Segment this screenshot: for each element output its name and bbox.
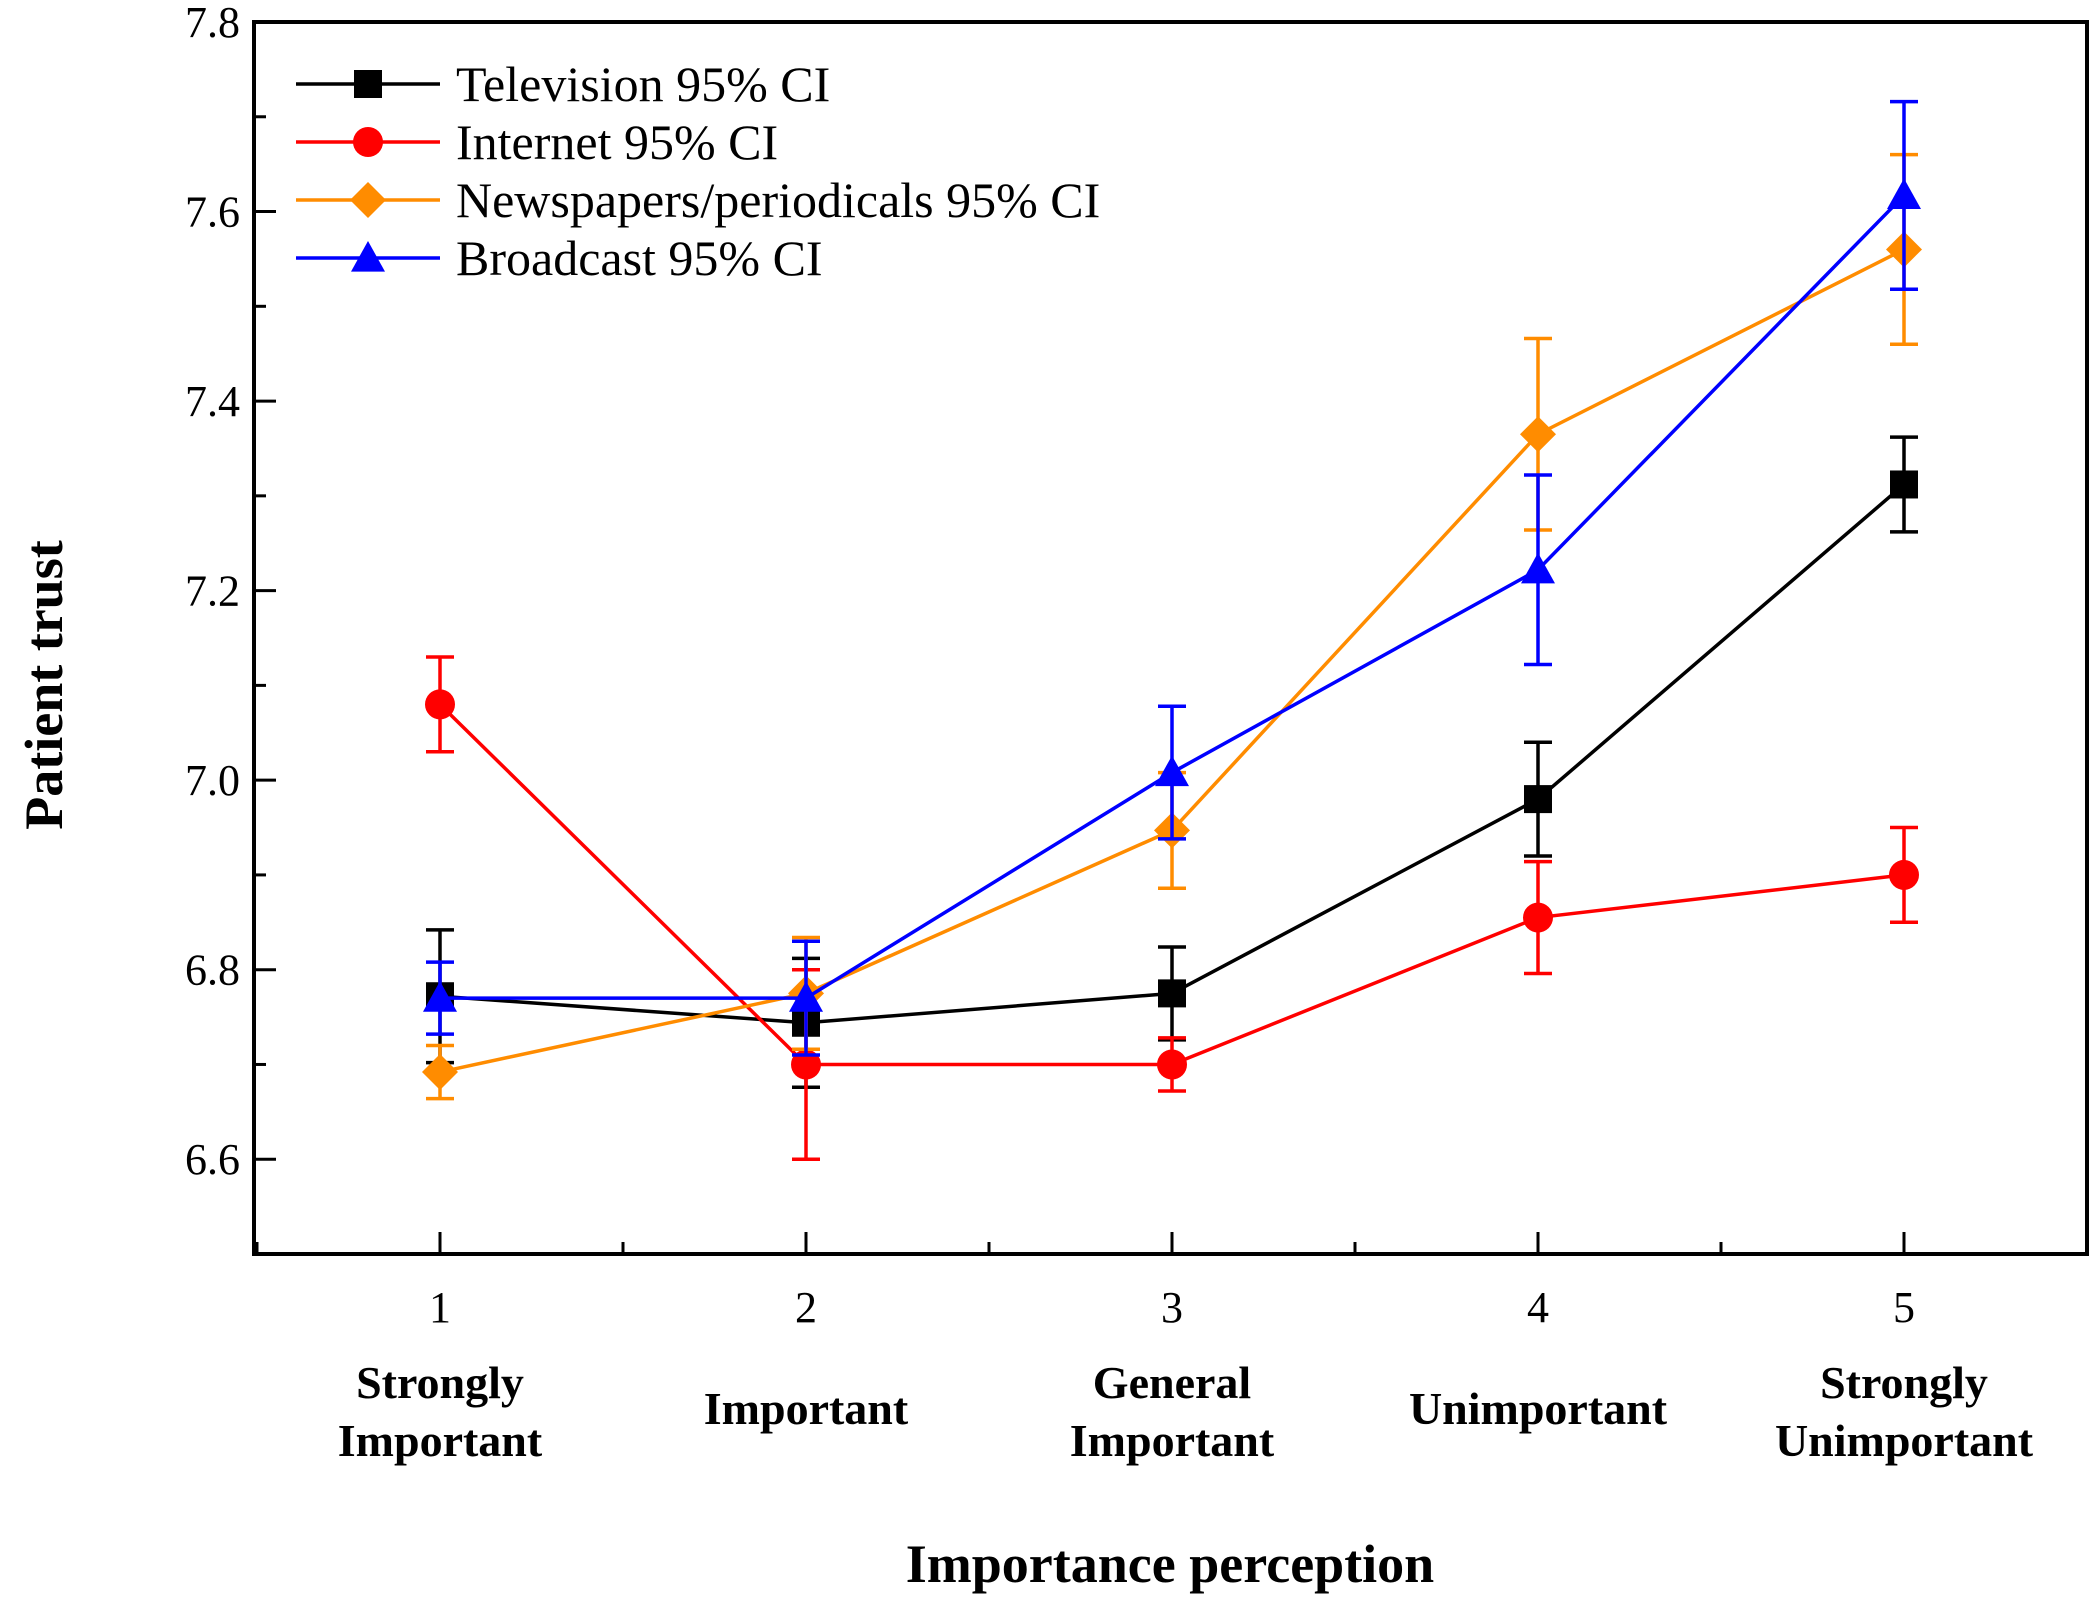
data-point bbox=[1890, 470, 1918, 499]
legend-marker bbox=[354, 70, 382, 98]
x-category-label: General bbox=[1093, 1357, 1251, 1408]
legend-label: Internet 95% CI bbox=[456, 114, 778, 170]
x-axis-title: Importance perception bbox=[906, 1534, 1434, 1594]
x-category-label: Strongly bbox=[1820, 1357, 1988, 1408]
data-point bbox=[789, 981, 823, 1012]
legend-item: Internet 95% CI bbox=[296, 114, 778, 170]
x-tick-label: 5 bbox=[1893, 1283, 1915, 1332]
series-3 bbox=[423, 99, 1921, 1057]
y-tick-label: 6.6 bbox=[185, 1135, 240, 1184]
data-point bbox=[1523, 902, 1553, 933]
y-tick-label: 7.6 bbox=[185, 188, 240, 237]
y-tick-label: 7.4 bbox=[185, 377, 240, 426]
y-tick-label: 7.2 bbox=[185, 567, 240, 616]
data-point bbox=[1521, 552, 1555, 584]
x-tick-label: 3 bbox=[1161, 1283, 1183, 1332]
x-category-label: Important bbox=[704, 1383, 909, 1434]
x-category-label: Strongly bbox=[356, 1357, 524, 1408]
data-point bbox=[791, 1049, 821, 1080]
legend-item: Television 95% CI bbox=[296, 56, 830, 112]
legend-marker bbox=[350, 182, 386, 218]
y-tick-label: 7.0 bbox=[185, 756, 240, 805]
x-tick-label: 2 bbox=[795, 1283, 817, 1332]
legend-item: Newspapers/periodicals 95% CI bbox=[296, 172, 1100, 228]
data-point bbox=[1889, 859, 1919, 890]
data-point bbox=[1887, 178, 1921, 210]
data-point bbox=[1158, 979, 1186, 1008]
series-1 bbox=[425, 655, 1919, 1161]
data-point bbox=[1524, 785, 1552, 814]
legend-marker bbox=[353, 127, 383, 157]
x-category-label: Important bbox=[1070, 1415, 1275, 1466]
data-point bbox=[423, 981, 457, 1012]
legend-label: Television 95% CI bbox=[456, 56, 830, 112]
legend-item: Broadcast 95% CI bbox=[296, 230, 823, 286]
data-point bbox=[422, 1054, 458, 1091]
y-axis-title: Patient trust bbox=[14, 540, 74, 829]
data-point bbox=[1520, 416, 1556, 453]
legend-label: Broadcast 95% CI bbox=[456, 230, 823, 286]
y-tick-label: 6.8 bbox=[185, 946, 240, 995]
data-point bbox=[1155, 755, 1189, 787]
x-category-label: Unimportant bbox=[1409, 1383, 1668, 1434]
data-point bbox=[425, 689, 455, 720]
x-tick-label: 1 bbox=[429, 1283, 451, 1332]
data-point bbox=[1157, 1049, 1187, 1080]
x-category-label: Important bbox=[338, 1415, 543, 1466]
x-category-label: Unimportant bbox=[1775, 1415, 2034, 1466]
legend-label: Newspapers/periodicals 95% CI bbox=[456, 172, 1100, 228]
x-tick-label: 4 bbox=[1527, 1283, 1549, 1332]
y-tick-label: 7.8 bbox=[185, 0, 240, 47]
legend-marker bbox=[351, 241, 385, 272]
